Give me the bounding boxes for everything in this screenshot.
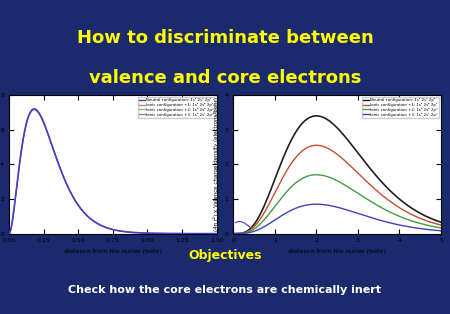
Legend: Neutral configuration: 1s² 2s² 2p², Ionic configuration +1: 1s² 2s² 2p¹, Ionic c: Neutral configuration: 1s² 2s² 2p², Ioni… <box>362 97 439 118</box>
Legend: Neutral configuration: 1s² 2s² 2p², Ionic configuration +1: 1s² 2s² 2p¹, Ionic c: Neutral configuration: 1s² 2s² 2p², Ioni… <box>138 97 215 118</box>
X-axis label: distance from the nuclei (bohr): distance from the nuclei (bohr) <box>288 249 386 254</box>
X-axis label: distance from the nuclei (bohr): distance from the nuclei (bohr) <box>64 249 162 254</box>
Text: How to discriminate between: How to discriminate between <box>76 29 373 47</box>
Text: Objectives: Objectives <box>188 249 262 262</box>
Text: valence and core electrons: valence and core electrons <box>89 69 361 87</box>
Text: Check how the core electrons are chemically inert: Check how the core electrons are chemica… <box>68 285 382 295</box>
Y-axis label: (4π r²) x Valence charge density (electrons/bohr): (4π r²) x Valence charge density (electr… <box>213 97 219 231</box>
